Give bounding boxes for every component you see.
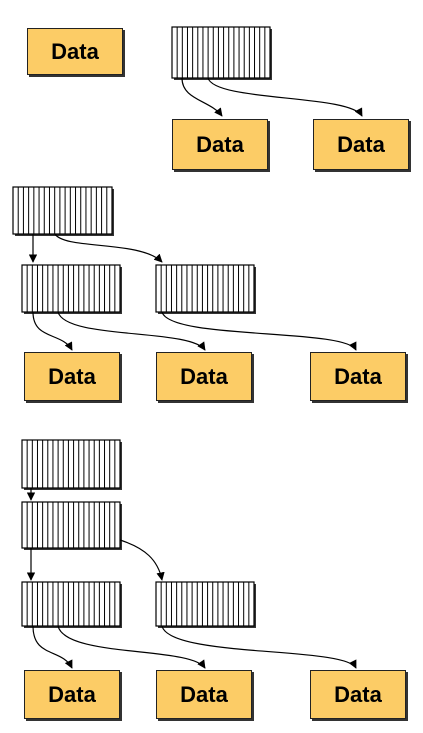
data-box-5: Data xyxy=(156,352,252,401)
arrow-g1-right xyxy=(207,77,363,117)
striped-block-g1 xyxy=(171,26,272,80)
arrow-g2-right xyxy=(54,233,163,263)
data-box-9: Data xyxy=(310,670,406,719)
data-box-7: Data xyxy=(24,670,120,719)
striped-block-g2 xyxy=(12,186,114,236)
arrow-g6a-left xyxy=(32,625,73,669)
arrow-g5-right xyxy=(119,539,165,581)
arrow-g6a-right xyxy=(57,625,206,669)
arrow-g3a-right xyxy=(57,311,206,351)
striped-blocks xyxy=(12,26,272,628)
arrow-g1-left xyxy=(181,77,223,117)
data-box-4: Data xyxy=(24,352,120,401)
striped-block-g4 xyxy=(21,439,122,490)
arrow-g3b-right xyxy=(161,311,357,351)
striped-block-g3-left xyxy=(21,264,122,314)
data-box-3: Data xyxy=(313,119,409,170)
striped-block-g3-right xyxy=(155,264,256,314)
striped-block-g5 xyxy=(21,501,122,550)
data-box-2: Data xyxy=(172,119,268,170)
data-box-6: Data xyxy=(310,352,406,401)
connector-arrows xyxy=(26,77,363,669)
striped-block-g6-left xyxy=(21,581,122,628)
arrow-g3a-left xyxy=(32,311,73,351)
arrow-g6b-right xyxy=(161,625,357,669)
striped-block-g6-right xyxy=(155,581,256,628)
data-box-8: Data xyxy=(156,670,252,719)
data-box-1: Data xyxy=(27,28,123,75)
